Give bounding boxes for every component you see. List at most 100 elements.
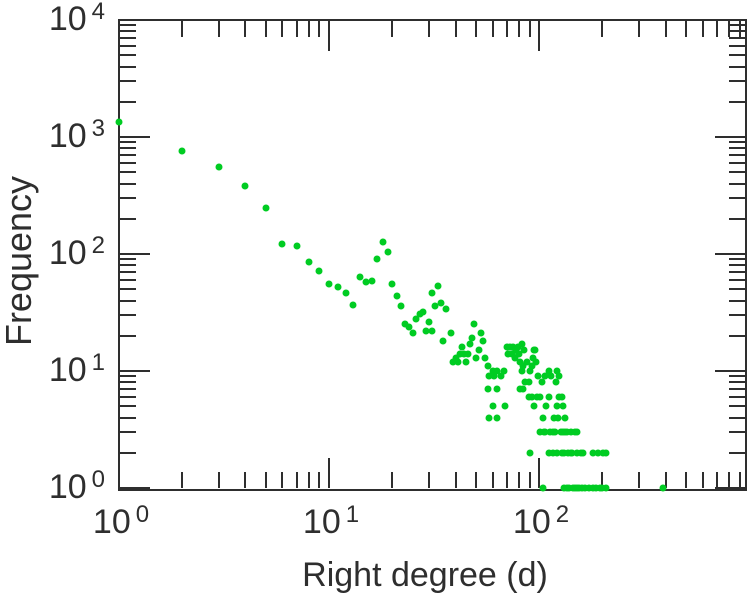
tick-mark bbox=[729, 141, 745, 143]
data-point bbox=[573, 428, 581, 436]
data-point bbox=[585, 484, 593, 492]
tick-mark bbox=[729, 417, 745, 419]
data-point bbox=[592, 484, 600, 492]
tick-mark bbox=[506, 21, 508, 37]
data-point bbox=[334, 283, 342, 291]
data-point bbox=[553, 449, 561, 457]
data-point bbox=[115, 118, 123, 126]
data-point bbox=[493, 367, 501, 375]
tick-mark bbox=[729, 452, 745, 454]
data-point bbox=[561, 414, 569, 422]
data-point bbox=[305, 258, 313, 266]
data-point bbox=[528, 362, 536, 370]
data-point bbox=[447, 329, 455, 337]
data-point bbox=[538, 378, 546, 386]
data-point bbox=[526, 449, 534, 457]
tick-mark bbox=[308, 472, 310, 488]
tick-mark bbox=[118, 21, 120, 51]
data-point bbox=[549, 449, 557, 457]
data-point bbox=[462, 358, 470, 366]
data-point bbox=[439, 337, 447, 345]
tick-mark bbox=[120, 431, 136, 433]
data-point bbox=[356, 273, 364, 281]
data-point bbox=[428, 327, 436, 335]
data-point bbox=[384, 248, 392, 256]
data-point bbox=[442, 305, 450, 313]
tick-mark bbox=[475, 472, 477, 488]
data-point bbox=[553, 402, 561, 410]
tick-mark bbox=[120, 218, 136, 220]
tick-mark bbox=[120, 80, 136, 82]
tick-mark bbox=[739, 472, 741, 488]
data-point bbox=[509, 343, 517, 351]
data-point bbox=[342, 289, 350, 297]
data-point bbox=[493, 414, 501, 422]
data-point bbox=[528, 393, 536, 401]
data-point bbox=[470, 320, 478, 328]
data-point bbox=[178, 147, 186, 155]
tick-mark bbox=[120, 171, 136, 173]
tick-mark bbox=[729, 314, 745, 316]
tick-mark bbox=[120, 271, 136, 273]
tick-mark bbox=[665, 472, 667, 488]
tick-mark bbox=[638, 472, 640, 488]
data-point bbox=[315, 267, 323, 275]
tick-mark bbox=[728, 21, 730, 37]
tick-mark bbox=[120, 381, 136, 383]
data-point bbox=[554, 414, 562, 422]
data-point bbox=[497, 372, 505, 380]
tick-mark bbox=[120, 300, 136, 302]
plot-frame bbox=[118, 19, 747, 491]
data-point bbox=[518, 340, 526, 348]
data-point bbox=[553, 367, 561, 375]
data-point bbox=[485, 372, 493, 380]
data-point bbox=[368, 277, 376, 285]
data-point bbox=[558, 393, 566, 401]
tick-mark bbox=[120, 487, 150, 489]
x-axis-title: Right degree (d) bbox=[302, 556, 548, 594]
tick-mark bbox=[281, 472, 283, 488]
tick-mark bbox=[729, 54, 745, 56]
data-point bbox=[466, 340, 474, 348]
data-point bbox=[489, 402, 497, 410]
y-tick-label: 10 0 bbox=[48, 466, 105, 506]
tick-mark bbox=[120, 370, 150, 372]
tick-mark bbox=[729, 24, 745, 26]
tick-mark bbox=[729, 300, 745, 302]
tick-mark bbox=[328, 458, 330, 488]
tick-mark bbox=[428, 21, 430, 37]
data-point bbox=[534, 372, 542, 380]
data-point bbox=[477, 329, 485, 337]
data-point bbox=[401, 320, 409, 328]
data-point bbox=[567, 428, 575, 436]
data-point bbox=[508, 350, 516, 358]
tick-mark bbox=[729, 258, 745, 260]
data-point bbox=[530, 402, 538, 410]
data-point bbox=[526, 367, 534, 375]
tick-mark bbox=[120, 66, 136, 68]
data-point bbox=[475, 346, 483, 354]
data-point bbox=[542, 402, 550, 410]
tick-mark bbox=[729, 396, 745, 398]
data-point bbox=[481, 354, 489, 362]
tick-mark bbox=[492, 21, 494, 37]
tick-mark bbox=[729, 183, 745, 185]
tick-mark bbox=[120, 335, 136, 337]
data-point bbox=[532, 358, 540, 366]
data-point bbox=[579, 449, 587, 457]
tick-mark bbox=[729, 288, 745, 290]
tick-mark bbox=[728, 472, 730, 488]
tick-mark bbox=[120, 264, 136, 266]
data-point bbox=[541, 372, 549, 380]
tick-mark bbox=[218, 472, 220, 488]
tick-mark bbox=[716, 21, 718, 37]
data-point bbox=[431, 302, 439, 310]
tick-mark bbox=[729, 375, 745, 377]
tick-mark bbox=[685, 21, 687, 37]
tick-mark bbox=[729, 279, 745, 281]
data-point bbox=[547, 372, 555, 380]
tick-mark bbox=[281, 21, 283, 37]
y-axis-title: Frequency bbox=[0, 175, 39, 347]
data-point bbox=[405, 323, 413, 330]
data-point bbox=[409, 329, 417, 337]
